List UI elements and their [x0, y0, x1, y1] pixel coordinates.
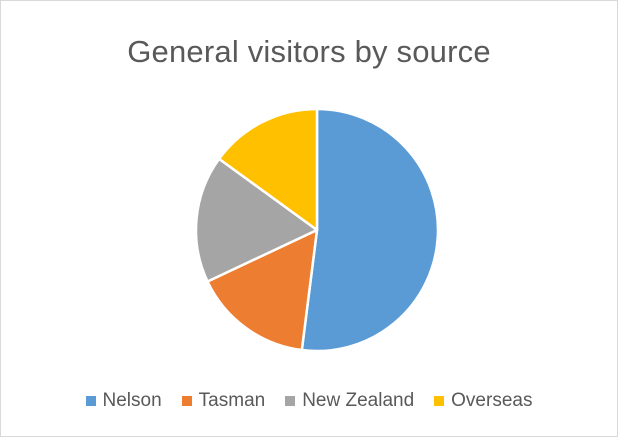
- legend-item-overseas: Overseas: [434, 390, 532, 412]
- legend-item-new-zealand: New Zealand: [285, 390, 414, 412]
- legend-swatch-nelson: [85, 396, 96, 406]
- legend-swatch-new-zealand: [285, 396, 296, 406]
- pie-slice-overseas: [217, 107, 319, 232]
- legend-swatch-tasman: [181, 396, 192, 406]
- legend-label-nelson: Nelson: [102, 390, 162, 411]
- legend: Nelson Tasman New Zealand Overseas: [1, 390, 617, 412]
- chart-title: General visitors by source: [127, 34, 491, 69]
- legend-label-overseas: Overseas: [451, 390, 533, 411]
- pie-slice-new-zealand: [194, 157, 319, 283]
- legend-swatch-overseas: [434, 396, 445, 406]
- legend-item-tasman: Tasman: [181, 390, 266, 412]
- legend-label-tasman: Tasman: [198, 390, 266, 411]
- pie-slice-tasman: [206, 228, 319, 352]
- legend-item-nelson: Nelson: [85, 390, 162, 412]
- pie-slice-nelson: [300, 107, 440, 353]
- legend-label-new-zealand: New Zealand: [302, 390, 415, 411]
